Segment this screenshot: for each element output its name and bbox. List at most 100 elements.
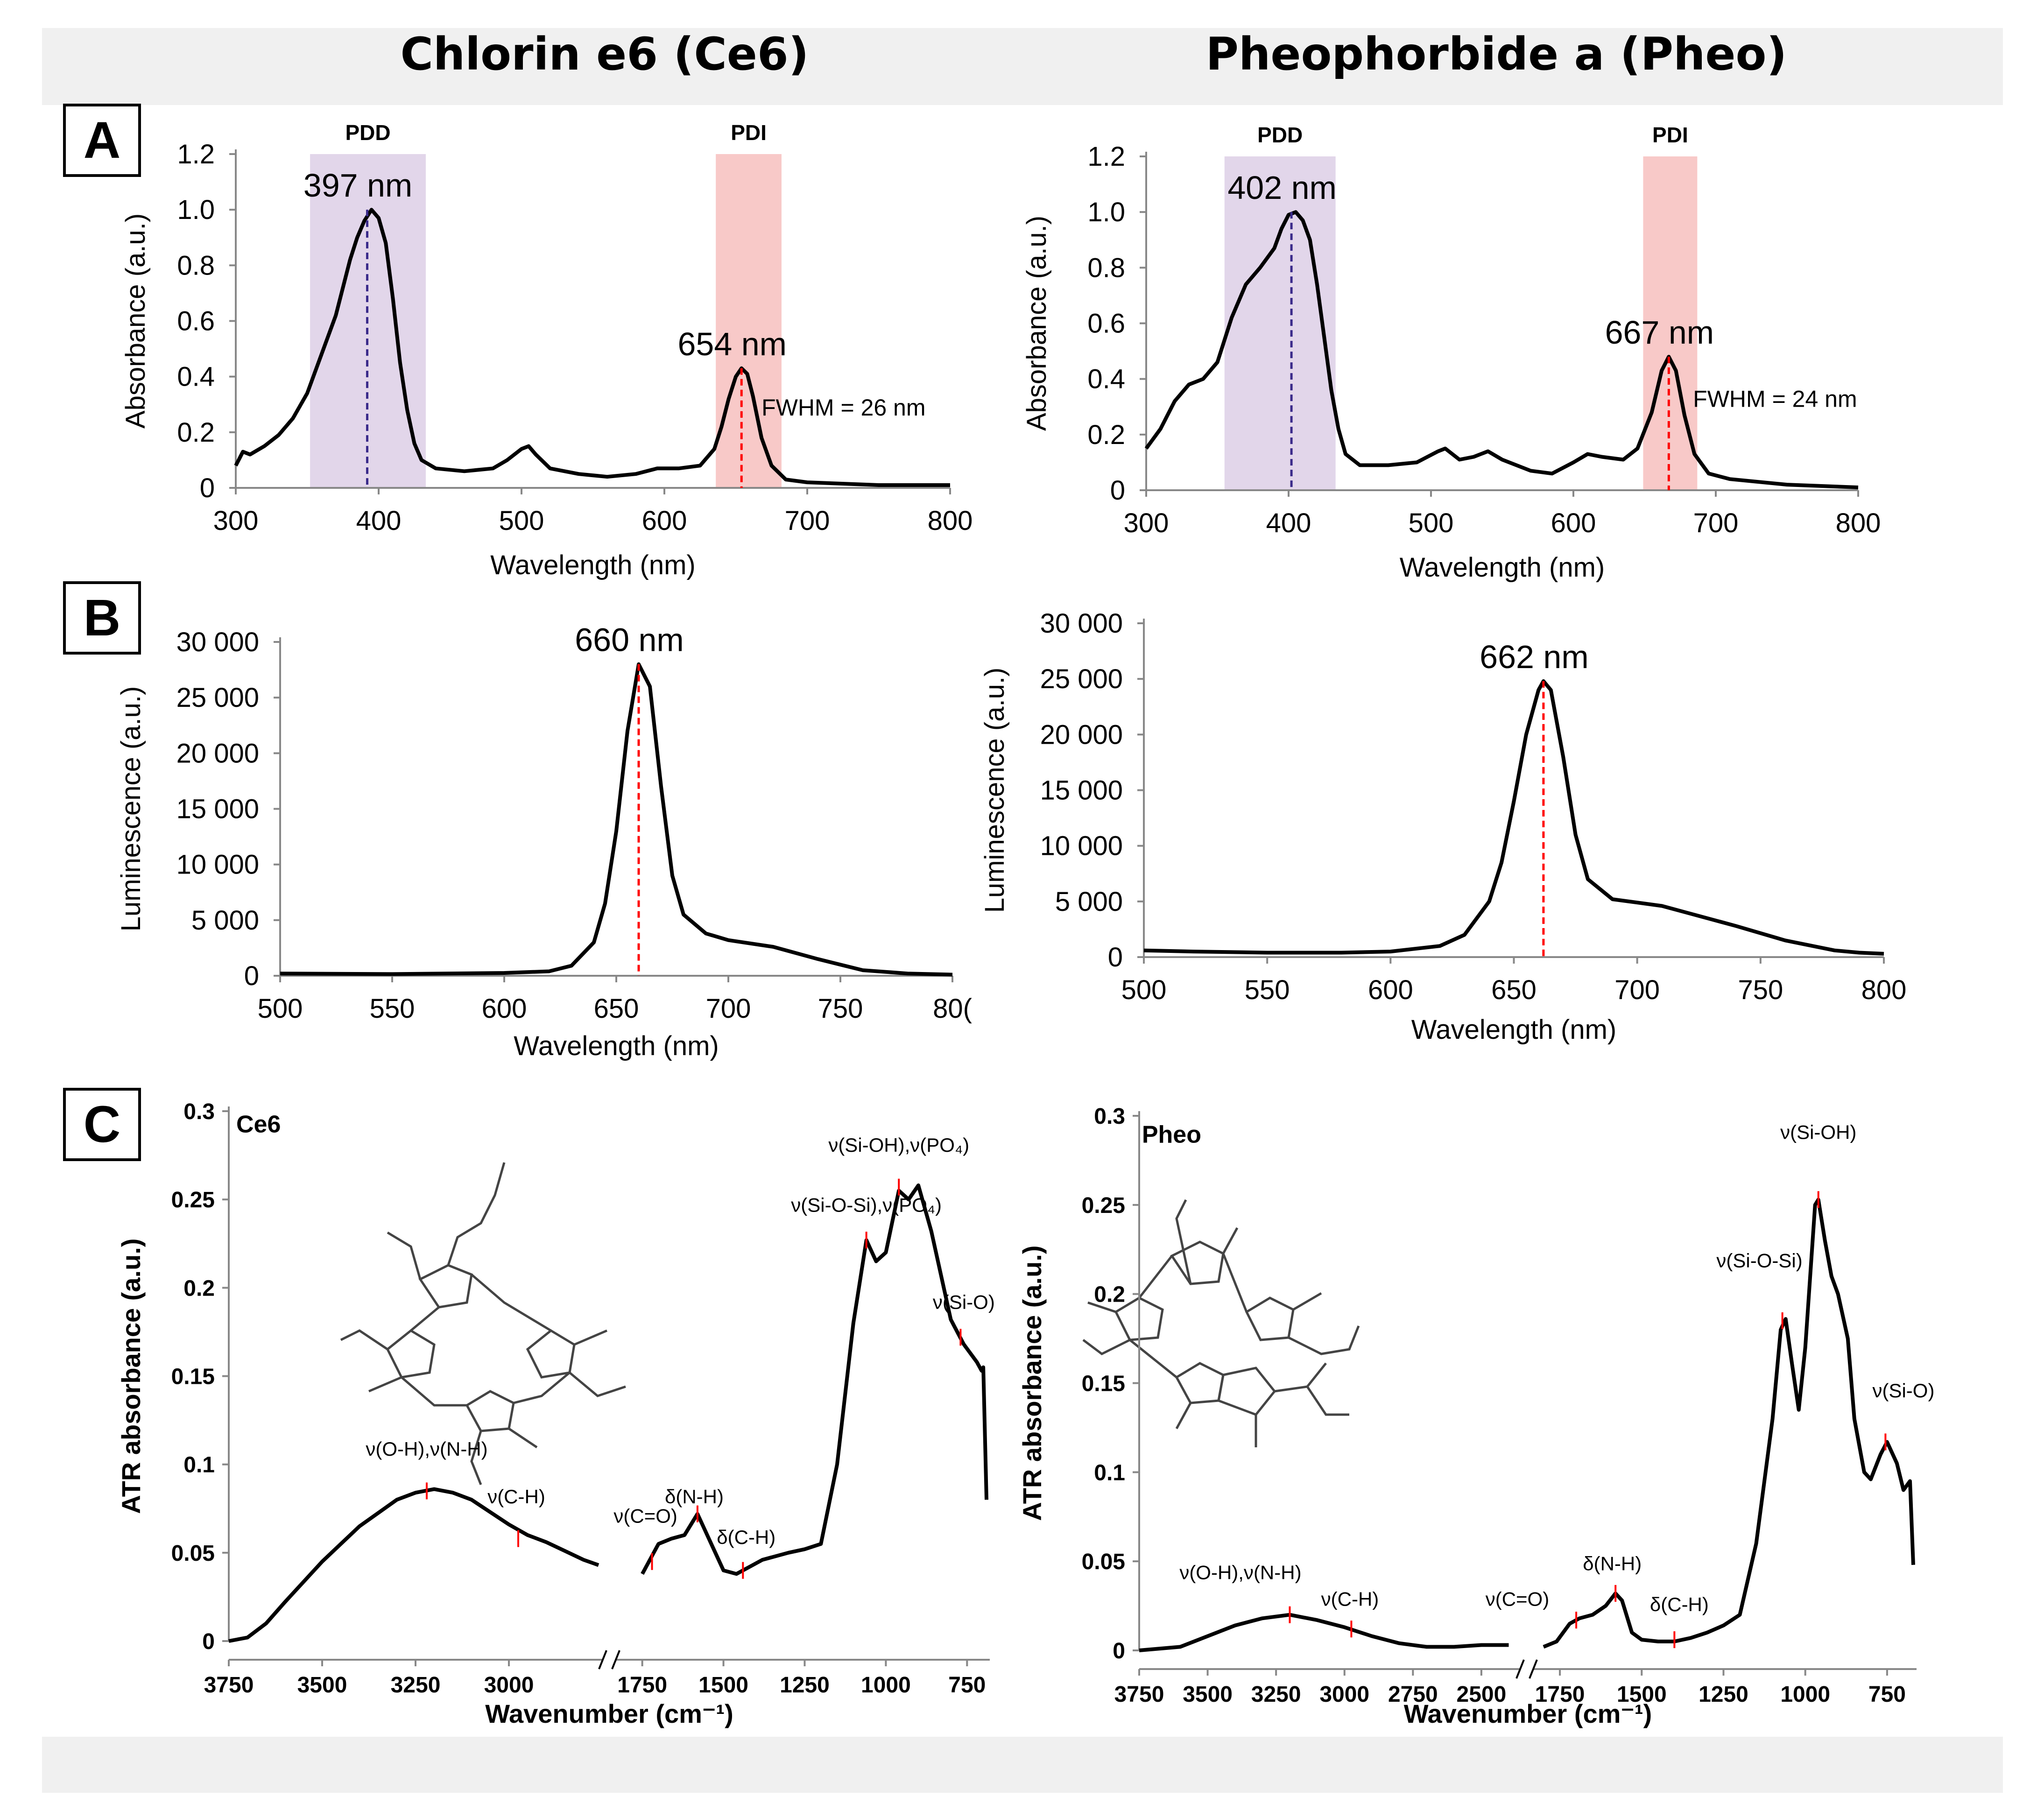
band-pdd — [1224, 156, 1336, 490]
y-tick-label: 25 000 — [176, 683, 259, 713]
ce6-ring-pyrrole-right — [526, 1329, 576, 1379]
y-tick-label: 0.4 — [177, 362, 215, 392]
x-tick-label: 2500 — [1457, 1682, 1507, 1707]
peak-label: 397 nm — [303, 167, 412, 204]
y-axis-label: ATR absorbance (a.u.) — [116, 1238, 146, 1514]
y-tick-label: 1.0 — [177, 195, 215, 225]
pheo-ester-methyl — [1306, 1386, 1349, 1416]
panel-label-c: C — [63, 1088, 141, 1161]
pheo-ring-pyrrole-bottom — [1175, 1362, 1225, 1404]
x-tick-label: 800 — [928, 506, 973, 536]
ce6-propionic-chain — [447, 1162, 506, 1266]
series-line — [280, 662, 953, 977]
y-axis-label: Absorbance (a.u.) — [120, 213, 151, 429]
pheo-methine-bridge-2 — [1222, 1253, 1248, 1312]
x-tick-label: 500 — [499, 506, 544, 536]
x-tick-label: 3000 — [1319, 1682, 1369, 1707]
y-tick-label: 0.2 — [177, 417, 215, 448]
peak-label: 660 nm — [575, 622, 684, 658]
y-tick-label: 15 000 — [176, 794, 259, 824]
y-tick-label: 0.2 — [1087, 420, 1125, 450]
ce6-methine-bridge-2 — [471, 1274, 552, 1332]
y-tick-label: 0.8 — [177, 250, 215, 281]
y-tick-label: 0.3 — [183, 1099, 215, 1124]
y-tick-label: 0.4 — [1087, 364, 1125, 395]
x-tick-label: 3750 — [204, 1673, 254, 1698]
band-assignment-label: δ(N-H) — [665, 1486, 724, 1508]
band-assignment-label: ν(Si-O-Si),ν(PO₄) — [791, 1194, 942, 1216]
x-tick-label: 700 — [1614, 975, 1660, 1005]
chart-pheo-absorbance: PDD PDI 300 400 500 600 700 800 0 0.2 0.4 0.6 0.8 1.0… — [1022, 123, 1881, 583]
y-tick-label: 0.3 — [1094, 1104, 1125, 1129]
y-tick-label: 20 000 — [1040, 719, 1123, 750]
y-axis-label: Luminescence (a.u.) — [116, 686, 146, 931]
x-tick-label: 750 — [1868, 1682, 1906, 1707]
x-tick-label: 550 — [370, 994, 415, 1024]
series-line — [1144, 210, 1859, 489]
fwhm-annotation: FWHM = 24 nm — [1693, 386, 1857, 412]
x-tick-label: 3500 — [297, 1673, 347, 1698]
y-tick-label: 0.15 — [1082, 1372, 1125, 1396]
y-tick-label: 30 000 — [1040, 608, 1123, 639]
band-assignment-label: ν(C=O) — [613, 1505, 677, 1527]
band-label-pdd: PDD — [345, 120, 390, 145]
peak-label: 667 nm — [1605, 314, 1714, 351]
band-assignment-label: Pheo — [1142, 1121, 1201, 1148]
y-tick-label: 10 000 — [176, 850, 259, 880]
series-line — [1143, 679, 1884, 956]
pheo-ring-pyrrole-left — [1114, 1297, 1164, 1341]
x-tick-label: 1750 — [617, 1673, 667, 1698]
band-assignment-label: ν(Si-OH),ν(PO₄) — [828, 1134, 969, 1156]
x-tick-label: 750 — [818, 994, 863, 1024]
x-tick-label: 700 — [1693, 508, 1739, 538]
y-tick-label: 0.1 — [183, 1453, 215, 1478]
x-tick-label: 600 — [642, 506, 687, 536]
x-tick-label: 1250 — [1699, 1682, 1748, 1707]
ce6-ring-pyrrole-left — [386, 1329, 436, 1379]
pheo-ring-cyclopentanone — [1217, 1367, 1276, 1416]
band-assignment-label: δ(N-H) — [1583, 1552, 1642, 1574]
x-tick-label: 750 — [1738, 975, 1783, 1005]
ce6-methine-bridge-1 — [410, 1306, 440, 1332]
peak-label: 654 nm — [677, 326, 786, 362]
ce6-methyl-right — [574, 1329, 607, 1346]
x-tick-label: 600 — [482, 994, 527, 1024]
pheo-methyl-bottom — [1175, 1402, 1192, 1430]
y-tick-label: 0.05 — [171, 1541, 215, 1566]
y-tick-label: 10 000 — [1040, 831, 1123, 861]
pheo-vinyl-group — [1175, 1199, 1192, 1284]
y-tick-label: 0 — [1110, 475, 1125, 506]
x-tick-label: 400 — [1266, 508, 1311, 538]
pheo-methyl-top — [1222, 1227, 1239, 1254]
x-axis-label: Wavenumber (cm⁻¹) — [485, 1699, 733, 1728]
chart-pheo-luminescence: 500 550 600 650 700 750 800 0 5 000 10 000 15 000 2… — [980, 608, 1906, 1045]
y-axis-label: Luminescence (a.u.) — [980, 668, 1010, 913]
band-assignment-label: δ(C-H) — [1650, 1593, 1709, 1615]
band-assignment-label: ν(Si-O) — [1872, 1380, 1934, 1402]
ce6-methine-bridge-3 — [401, 1376, 467, 1407]
pheo-propionic-chain — [1288, 1325, 1360, 1355]
band-assignment-label: Ce6 — [236, 1111, 281, 1138]
x-axis-label: Wavelength (nm) — [490, 550, 695, 580]
x-tick-label: 600 — [1368, 975, 1413, 1005]
x-tick-label: 3000 — [484, 1673, 534, 1698]
top-banner — [42, 28, 2003, 105]
pheo-ester-group — [1274, 1362, 1327, 1393]
band-assignment-label: ν(C-H) — [487, 1486, 545, 1508]
y-tick-label: 15 000 — [1040, 775, 1123, 806]
axis-break-mark — [1515, 1659, 1538, 1679]
x-tick-label: 300 — [213, 506, 259, 536]
x-tick-label: 2750 — [1388, 1682, 1438, 1707]
y-tick-label: 0 — [244, 961, 259, 991]
x-tick-label: 3250 — [391, 1673, 441, 1698]
band-assignment-label: ν(C-H) — [1321, 1588, 1379, 1610]
band-assignment-label: ν(Si-O-Si) — [1716, 1249, 1802, 1271]
x-tick-label: 3250 — [1251, 1682, 1301, 1707]
ce6-methyl-left — [368, 1376, 402, 1393]
fwhm-annotation: FWHM = 26 nm — [761, 395, 925, 421]
x-tick-label: 600 — [1551, 508, 1596, 538]
bottom-banner — [42, 1737, 2003, 1793]
x-tick-label: 750 — [948, 1673, 986, 1698]
x-tick-label: 550 — [1245, 975, 1290, 1005]
pheo-methine-bridge-3 — [1129, 1339, 1177, 1378]
